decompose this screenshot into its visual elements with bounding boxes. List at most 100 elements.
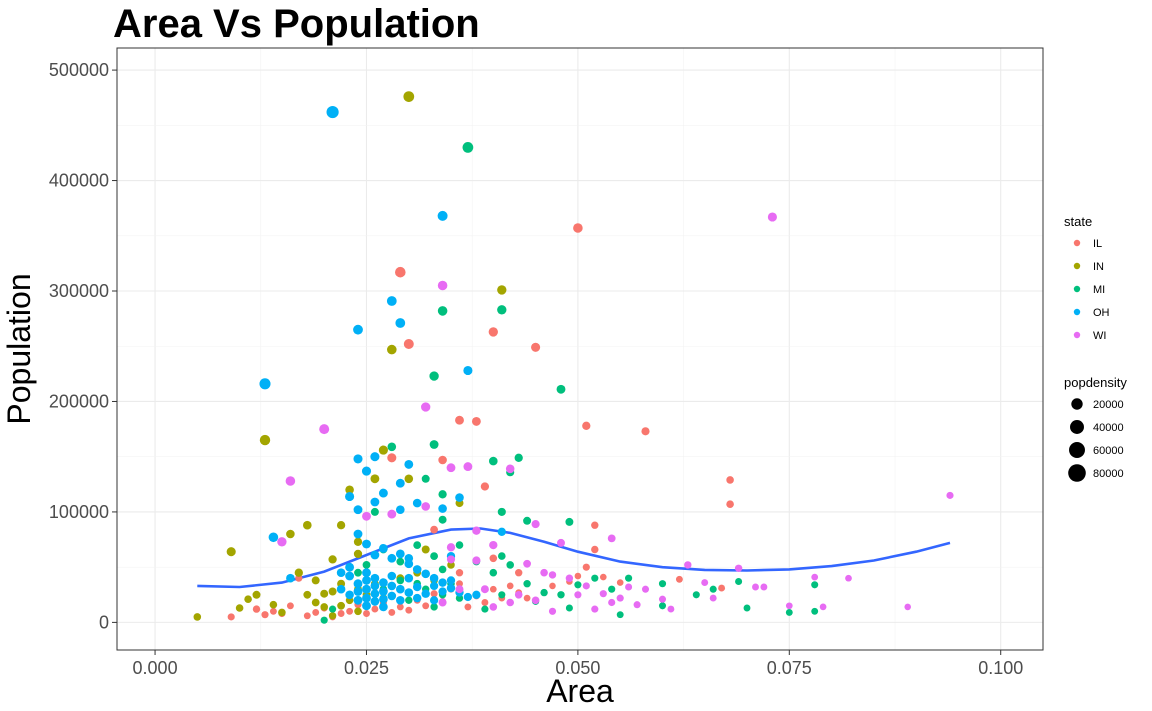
data-point-mi — [497, 507, 506, 516]
data-point-wi — [752, 583, 759, 591]
data-point-in — [269, 600, 278, 609]
data-point-in — [328, 612, 337, 620]
data-point-in — [235, 604, 244, 612]
data-point-oh — [396, 584, 405, 594]
data-point-il — [591, 521, 599, 529]
data-point-oh — [378, 488, 388, 498]
data-point-oh — [370, 581, 380, 591]
data-point-wi — [641, 585, 650, 593]
data-point-il — [227, 613, 235, 621]
data-point-oh — [463, 592, 473, 602]
data-point-il — [430, 590, 438, 598]
data-point-il — [269, 607, 277, 615]
data-point-in — [403, 91, 415, 102]
data-point-il — [430, 525, 438, 534]
data-point-il — [573, 223, 583, 233]
data-point-il — [675, 575, 683, 583]
data-point-oh — [412, 565, 422, 574]
data-point-il — [405, 606, 413, 614]
data-point-wi — [463, 462, 473, 472]
data-point-oh — [429, 573, 439, 583]
legend-state-label: MI — [1093, 284, 1105, 296]
data-point-il — [515, 569, 523, 577]
data-point-mi — [735, 577, 743, 586]
data-point-oh — [387, 591, 397, 601]
legend-state-key — [1073, 239, 1081, 247]
data-point-il — [471, 416, 481, 426]
data-point-mi — [354, 568, 362, 577]
plot-border — [116, 47, 1044, 651]
data-point-wi — [489, 603, 498, 611]
data-point-in — [447, 561, 455, 569]
data-point-wi — [616, 594, 624, 602]
data-point-oh — [268, 532, 279, 543]
data-point-in — [294, 568, 303, 577]
data-point-wi — [625, 583, 633, 591]
data-point-il — [312, 608, 320, 616]
data-point-il — [371, 605, 379, 613]
data-point-in — [387, 344, 397, 355]
y-tick-label: 100000 — [49, 502, 109, 522]
data-point-oh — [429, 581, 439, 591]
data-point-oh — [259, 378, 271, 390]
data-point-in — [311, 598, 320, 607]
data-point-in — [303, 520, 312, 530]
data-point-il — [480, 482, 490, 491]
data-point-in — [244, 595, 252, 603]
data-point-il — [438, 455, 447, 465]
data-point-mi — [438, 515, 447, 524]
data-point-mi — [556, 384, 566, 394]
data-point-il — [616, 579, 624, 586]
data-point-in — [320, 589, 329, 598]
data-point-oh — [497, 527, 506, 536]
data-point-oh — [353, 587, 363, 596]
data-point-il — [582, 563, 590, 571]
data-point-il — [346, 607, 354, 615]
data-point-wi — [514, 591, 523, 599]
data-point-wi — [701, 579, 709, 587]
data-point-oh — [336, 568, 346, 577]
x-tick-label: 0.075 — [767, 658, 812, 678]
data-point-oh — [387, 553, 397, 563]
data-point-wi — [633, 601, 641, 609]
data-point-il — [489, 554, 498, 563]
data-point-oh — [437, 210, 448, 221]
data-point-mi — [396, 557, 405, 566]
data-point-in — [353, 549, 363, 559]
data-point-il — [363, 610, 370, 617]
data-point-mi — [429, 371, 439, 381]
data-point-oh — [353, 505, 363, 515]
legend-state-key — [1073, 262, 1081, 270]
data-point-mi — [709, 585, 717, 593]
data-point-wi — [667, 605, 675, 613]
data-point-il — [489, 585, 497, 593]
data-point-oh — [353, 324, 363, 335]
data-point-mi — [455, 541, 464, 549]
data-point-mi — [658, 580, 667, 588]
legend-popdensity-label: 20000 — [1093, 399, 1124, 411]
data-point-wi — [421, 502, 431, 511]
data-point-mi — [387, 442, 397, 452]
y-tick-label: 400000 — [49, 171, 109, 191]
data-point-wi — [819, 603, 827, 611]
data-point-wi — [472, 526, 481, 535]
data-point-wi — [658, 595, 667, 603]
data-point-oh — [404, 459, 414, 469]
data-point-wi — [557, 538, 565, 547]
data-point-in — [303, 590, 312, 599]
data-point-wi — [767, 212, 777, 222]
data-point-mi — [430, 552, 438, 560]
data-point-oh — [395, 549, 405, 559]
chart-title: Area Vs Population — [113, 2, 480, 46]
y-axis: 0 100000 200000 300000 400000 500000 — [49, 60, 117, 632]
data-point-oh — [370, 597, 380, 606]
data-point-wi — [438, 598, 447, 607]
data-point-wi — [709, 594, 717, 602]
data-point-il — [403, 339, 414, 349]
data-point-il — [726, 500, 734, 509]
data-point-wi — [531, 520, 540, 529]
data-point-in — [259, 434, 271, 446]
data-point-oh — [438, 587, 447, 596]
data-point-mi — [565, 517, 574, 526]
data-point-oh — [353, 529, 363, 539]
